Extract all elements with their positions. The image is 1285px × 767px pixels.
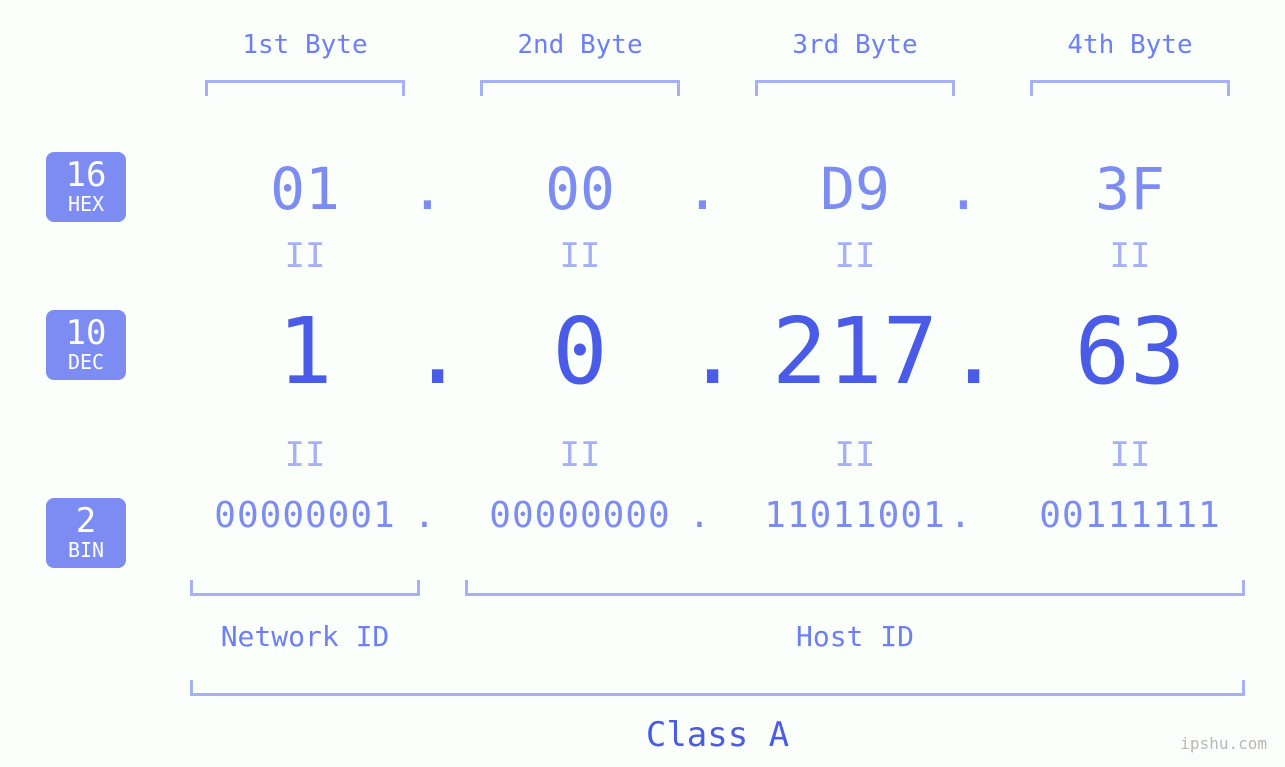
hex-value: 3F (1005, 155, 1255, 223)
radix-base-hex: 16 (46, 158, 126, 192)
bin-value: 00111111 (1005, 495, 1255, 536)
radix-badge-bin: 2 BIN (46, 498, 126, 568)
equals-icon: II (730, 236, 980, 276)
byte-header: 1st Byte (180, 30, 430, 60)
section-label-network: Network ID (190, 620, 420, 653)
byte-bracket-top (1030, 80, 1230, 96)
equals-icon: II (455, 435, 705, 475)
watermark: ipshu.com (1180, 734, 1267, 753)
equals-icon: II (455, 236, 705, 276)
dot-separator: . (946, 155, 976, 223)
bin-value: 11011001 (730, 495, 980, 536)
byte-bracket-top (480, 80, 680, 96)
equals-icon: II (1005, 236, 1255, 276)
dec-value: 0 (455, 298, 705, 405)
section-bracket-host (465, 580, 1245, 596)
dot-separator: . (410, 155, 440, 223)
section-bracket-network (190, 580, 420, 596)
equals-icon: II (730, 435, 980, 475)
radix-label-hex: HEX (46, 194, 126, 214)
byte-bracket-top (205, 80, 405, 96)
dec-value: 217 (730, 298, 980, 405)
radix-base-bin: 2 (46, 504, 126, 538)
dot-separator: . (685, 495, 715, 536)
byte-header: 3rd Byte (730, 30, 980, 60)
hex-value: D9 (730, 155, 980, 223)
bin-value: 00000001 (180, 495, 430, 536)
dec-value: 1 (180, 298, 430, 405)
hex-value: 01 (180, 155, 430, 223)
equals-icon: II (180, 435, 430, 475)
dot-separator: . (685, 155, 715, 223)
bin-value: 00000000 (455, 495, 705, 536)
dot-separator: . (685, 298, 715, 405)
class-label: Class A (190, 715, 1245, 755)
section-label-host: Host ID (465, 620, 1245, 653)
byte-bracket-top (755, 80, 955, 96)
equals-icon: II (180, 236, 430, 276)
radix-label-dec: DEC (46, 352, 126, 372)
radix-base-dec: 10 (46, 316, 126, 350)
byte-header: 2nd Byte (455, 30, 705, 60)
hex-value: 00 (455, 155, 705, 223)
radix-badge-dec: 10 DEC (46, 310, 126, 380)
class-bracket (190, 680, 1245, 696)
radix-badge-hex: 16 HEX (46, 152, 126, 222)
equals-icon: II (1005, 435, 1255, 475)
byte-header: 4th Byte (1005, 30, 1255, 60)
dot-separator: . (410, 298, 440, 405)
dot-separator: . (410, 495, 440, 536)
dot-separator: . (946, 298, 976, 405)
radix-label-bin: BIN (46, 540, 126, 560)
dot-separator: . (946, 495, 976, 536)
dec-value: 63 (1005, 298, 1255, 405)
